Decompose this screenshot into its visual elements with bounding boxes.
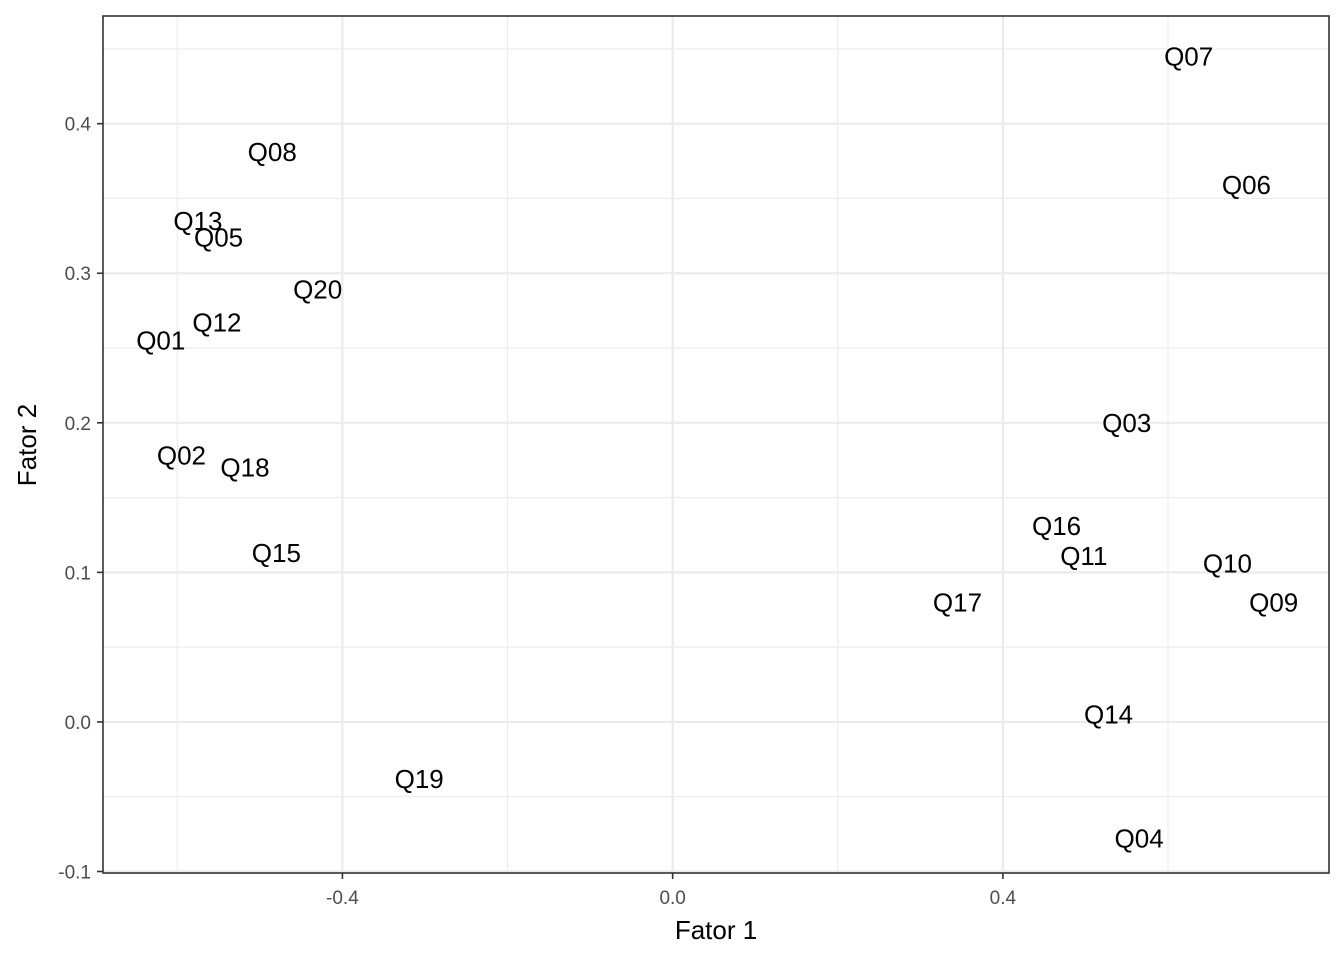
x-tick-label: 0.4 (990, 888, 1017, 909)
point-label-q16: Q16 (1032, 511, 1081, 541)
y-tick-label: 0.2 (65, 414, 91, 435)
point-label-q17: Q17 (933, 587, 982, 617)
grid-layer (103, 16, 1329, 873)
point-label-q09: Q09 (1249, 587, 1298, 617)
points-layer: Q01 Q02 Q03 Q04 Q05 Q06 Q07 Q08 Q09 Q10 Q11 Q12 Q13 Q… (136, 41, 1298, 853)
point-label-q20: Q20 (293, 275, 342, 305)
y-tick-label: 0.3 (65, 264, 91, 285)
x-tick-label: -0.4 (326, 888, 359, 909)
point-label-q18: Q18 (220, 453, 269, 483)
point-label-q01: Q01 (136, 326, 185, 356)
point-label-q08: Q08 (248, 137, 297, 167)
point-label-q02: Q02 (157, 441, 206, 471)
x-axis-title: Fator 1 (675, 915, 757, 945)
point-label-q03: Q03 (1102, 408, 1151, 438)
point-label-q15: Q15 (252, 538, 301, 568)
point-label-q04: Q04 (1115, 824, 1164, 854)
point-label-q06: Q06 (1222, 170, 1271, 200)
plot-panel (103, 16, 1329, 873)
y-tick-label: -0.1 (58, 863, 91, 884)
axes-layer: -0.4 0.0 0.4 -0.1 0.0 0.1 0.2 0.3 0.4 (58, 115, 1016, 909)
y-tick-label: 0.0 (65, 713, 91, 734)
point-label-q11: Q11 (1060, 541, 1107, 571)
point-label-q14: Q14 (1084, 699, 1133, 729)
point-label-q10: Q10 (1203, 548, 1252, 578)
point-label-q19: Q19 (395, 764, 444, 794)
panel-border (102, 15, 1330, 874)
point-label-q13: Q13 (173, 206, 222, 236)
y-tick-label: 0.4 (65, 115, 92, 136)
x-tick-label: 0.0 (659, 888, 685, 909)
y-tick-label: 0.1 (65, 563, 91, 584)
y-axis-title: Fator 2 (12, 404, 42, 486)
point-label-q05: Q05 (194, 222, 243, 252)
point-label-q07: Q07 (1164, 41, 1213, 71)
point-label-q12: Q12 (192, 308, 241, 338)
